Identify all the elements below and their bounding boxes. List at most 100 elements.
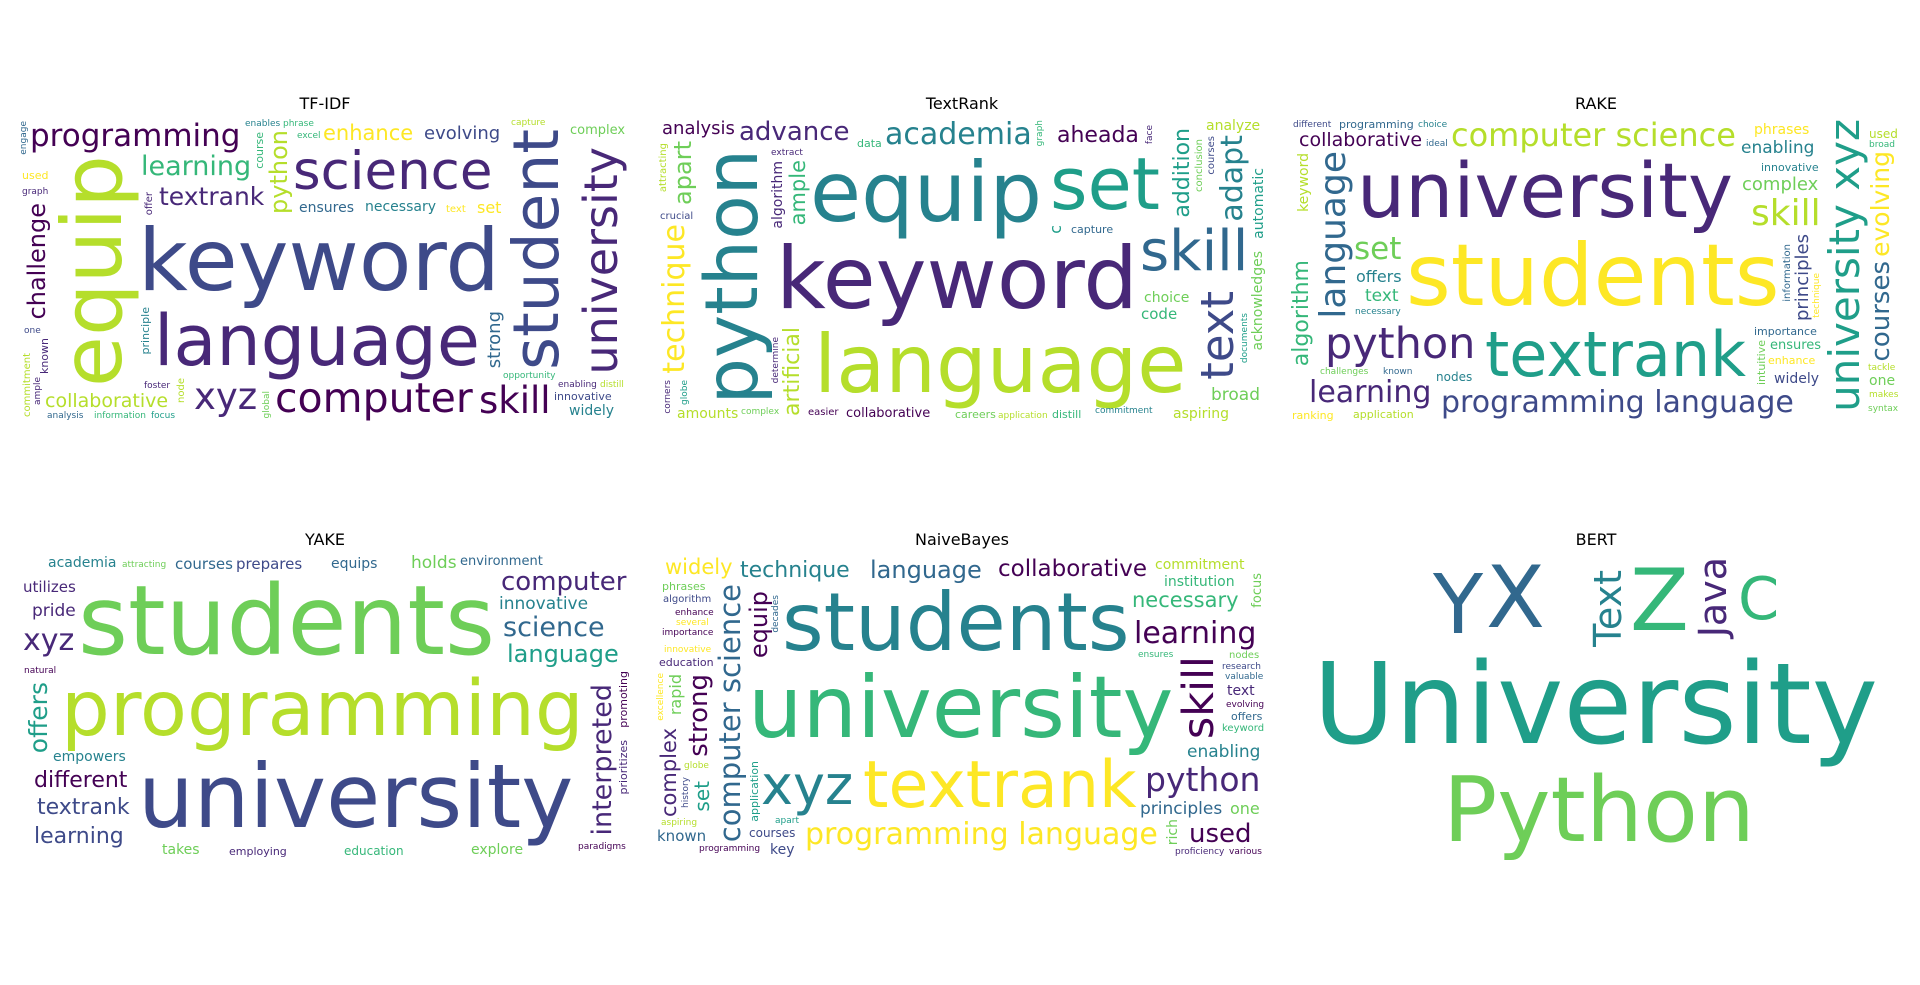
- cloud-word: text: [1365, 286, 1399, 306]
- cloud-word: makes: [1869, 390, 1899, 400]
- cloud-word: algorithm: [1289, 260, 1314, 367]
- cloud-word: computer: [275, 374, 473, 422]
- cloud-word: used: [1869, 127, 1898, 141]
- cloud-word: globe: [684, 761, 709, 771]
- cloud-word: strong: [684, 674, 714, 757]
- cloud-word: widely: [569, 403, 615, 419]
- cloud-word: environment: [460, 554, 543, 569]
- cloud-word: keyword: [1296, 153, 1312, 212]
- cloud-word: used: [1189, 819, 1252, 849]
- cloud-word: collaborative: [1299, 129, 1423, 151]
- cloud-word: data: [857, 137, 882, 150]
- cloud-word: known: [657, 827, 707, 845]
- cloud-word: complex: [741, 407, 780, 417]
- cloud-word: foster: [144, 381, 171, 391]
- cloud-word: different: [34, 768, 128, 793]
- cloud-word: keyword: [138, 211, 500, 311]
- cloud-word: rapid: [666, 674, 685, 716]
- wordcloud-panel: university students textrank programming la…: [655, 553, 1269, 860]
- cloud-word: attracting: [658, 143, 669, 193]
- cloud-word: crucial: [660, 211, 694, 222]
- cloud-word: collaborative: [846, 406, 931, 421]
- cloud-word: education: [659, 656, 714, 669]
- cloud-word: face: [1145, 125, 1155, 145]
- cloud-word: university xyz: [1820, 119, 1869, 412]
- cloud-word: commitment: [1095, 406, 1153, 416]
- cloud-word: broad: [1869, 140, 1895, 150]
- cloud-word: importance: [662, 628, 714, 638]
- cloud-word: tackle: [1868, 363, 1896, 373]
- cloud-word: enhance: [1768, 354, 1816, 367]
- cloud-word: excel: [297, 131, 321, 141]
- cloud-word: focus: [1250, 573, 1265, 608]
- cloud-word: prepares: [236, 555, 303, 573]
- cloud-word: ideal: [1426, 139, 1448, 149]
- cloud-word: xyz: [761, 754, 854, 817]
- cloud-word: set: [1354, 231, 1402, 267]
- cloud-word: apart: [669, 141, 697, 205]
- cloud-word: history: [681, 777, 691, 808]
- cloud-word: utilizes: [23, 578, 76, 596]
- cloud-word: textrank: [863, 748, 1137, 823]
- cloud-word: principle: [139, 307, 152, 355]
- cloud-word: university: [748, 658, 1174, 758]
- cloud-word: university: [574, 147, 628, 375]
- cloud-word: determine: [771, 337, 781, 384]
- cloud-word: enhance: [323, 121, 414, 145]
- cloud-word: programming: [61, 665, 584, 754]
- cloud-word: corners: [663, 380, 673, 414]
- cloud-word: proficiency: [1175, 847, 1225, 857]
- cloud-word: graph: [1035, 120, 1045, 147]
- cloud-word: code: [1141, 305, 1178, 323]
- cloud-word: employing: [229, 845, 287, 858]
- cloud-word: opportunity: [503, 371, 556, 381]
- cloud-word: challenges: [1320, 367, 1369, 377]
- cloud-word: one: [1869, 373, 1896, 389]
- wordcloud-panel: students university university xyz textrank…: [1289, 117, 1903, 424]
- cloud-word: adapt: [1215, 135, 1250, 222]
- cloud-word: ensures: [1770, 338, 1822, 353]
- cloud-word: learning: [1309, 375, 1432, 410]
- cloud-word: natural: [24, 666, 57, 676]
- cloud-word: distill: [1052, 408, 1082, 421]
- cloud-word: academia: [885, 117, 1032, 152]
- cloud-word: research: [1222, 662, 1261, 672]
- cloud-word: acknowledges: [1250, 251, 1266, 351]
- cloud-word: python: [1145, 760, 1261, 799]
- cloud-word: known: [1383, 367, 1413, 377]
- cloud-word: keyword: [1222, 723, 1265, 734]
- cloud-word: computer science: [1451, 117, 1736, 154]
- cloud-word: global: [262, 391, 272, 419]
- cloud-word: computer science: [713, 584, 747, 843]
- cloud-word: courses: [175, 555, 233, 573]
- cloud-word: takes: [162, 842, 200, 858]
- cloud-word: aspiring: [1173, 406, 1230, 422]
- cloud-word: university: [138, 745, 574, 848]
- cloud-word: syntax: [1868, 404, 1899, 414]
- cloud-word: ensures: [299, 200, 355, 216]
- cloud-word: learning: [141, 151, 252, 182]
- cloud-word: textrank: [1485, 318, 1747, 391]
- cloud-word: skill: [1751, 193, 1821, 234]
- cloud-word: language: [1313, 151, 1354, 319]
- cloud-word: known: [38, 338, 51, 375]
- cloud-word: necessary: [365, 199, 437, 215]
- cloud-word: artificial: [780, 327, 805, 416]
- cloud-word: set: [690, 781, 714, 812]
- cloud-word: apart: [775, 816, 799, 826]
- cloud-word: offers: [1356, 267, 1402, 286]
- cloud-word: aspiring: [661, 818, 698, 828]
- panel-title: NaiveBayes: [915, 530, 1009, 549]
- panel-title: BERT: [1575, 530, 1617, 549]
- cloud-word: valuable: [1225, 672, 1264, 682]
- cloud-word: necessary: [1132, 588, 1239, 612]
- cloud-word: principles: [1140, 799, 1223, 819]
- cloud-word: enabling: [1187, 742, 1261, 762]
- cloud-word: phrase: [283, 119, 314, 129]
- cloud-word: challenge: [23, 203, 51, 320]
- panel-title: TF-IDF: [299, 94, 351, 113]
- cloud-word: aheada: [1057, 123, 1139, 148]
- cloud-word: explore: [471, 842, 524, 858]
- cloud-word: documents: [1240, 313, 1250, 364]
- cloud-word: analysis: [662, 118, 735, 139]
